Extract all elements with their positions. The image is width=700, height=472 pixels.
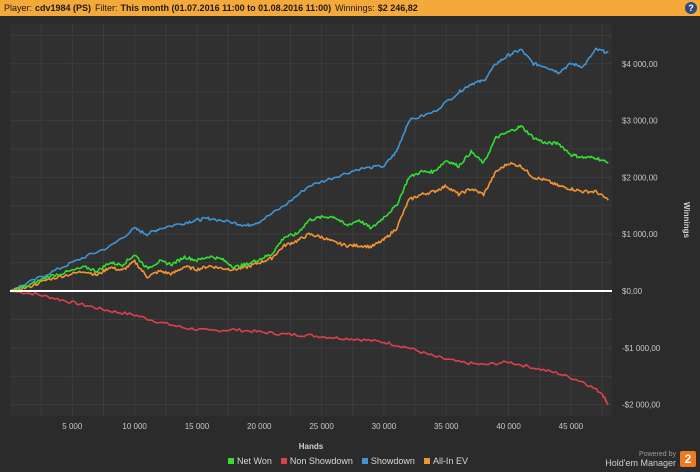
y-tick-label: $3 000,00 [622,117,658,126]
series-line-all-in-ev[interactable] [9,161,609,292]
x-tick-label: 40 000 [496,422,521,431]
legend-swatch-showdown [361,458,368,464]
winnings-chart: 5 000 10 000 15 000 20 000 25 000 30 000 35 00… [9,24,691,451]
hm2-logo-icon: 2 [680,451,696,467]
y-axis-label: Winnings [682,202,691,238]
legend-item-net-won[interactable]: Net Won [228,456,272,466]
y-tick-label: $1 000,00 [622,230,658,239]
x-axis-label: Hands [299,442,324,451]
x-tick-label: 20 000 [247,422,272,431]
legend-swatch-net-won [228,458,234,464]
legend: Net Won Non Showdown Showdown All-In EV [228,456,477,466]
y-tick-label: $2 000,00 [622,173,658,182]
series-lines [9,47,609,406]
winnings-label: Winnings: [335,3,375,13]
product-name: Hold'em Manager [605,458,676,468]
y-tick-label: $0,00 [622,287,643,296]
legend-item-all-in-ev[interactable]: All-In EV [423,456,468,466]
legend-swatch-non-showdown [280,458,287,464]
x-tick-label: 25 000 [309,422,334,431]
y-tick-label: -$2 000,00 [622,401,661,410]
player-value[interactable]: cdv1984 (PS) [35,3,92,13]
help-icon[interactable]: ? [685,2,697,14]
legend-label-showdown: Showdown [370,456,415,466]
legend-label-all-in-ev: All-In EV [432,456,468,466]
tick-labels: 5 000 10 000 15 000 20 000 25 000 30 000 35 00… [62,60,661,431]
series-line-non-showdown[interactable] [9,290,609,406]
legend-item-showdown[interactable]: Showdown [361,456,415,466]
x-tick-label: 35 000 [434,422,459,431]
y-tick-label: $4 000,00 [622,60,658,69]
series-line-net-won[interactable] [9,125,609,292]
player-label: Player: [4,3,33,13]
y-tick-label: -$1 000,00 [622,344,661,353]
x-tick-label: 10 000 [122,422,147,431]
filter-value[interactable]: This month (01.07.2016 11:00 to 01.08.20… [120,3,332,13]
grid [10,24,612,416]
filter-bar: Player: cdv1984 (PS) Filter: This month … [0,0,700,16]
filter-label: Filter: [95,3,118,13]
legend-swatch-all-in-ev [423,458,430,464]
winnings-value: $2 246,82 [377,3,418,13]
legend-label-non-showdown: Non Showdown [289,456,353,466]
legend-item-non-showdown[interactable]: Non Showdown [280,456,353,466]
x-tick-label: 15 000 [185,422,210,431]
powered-by-text: Powered by [639,451,676,458]
x-tick-label: 30 000 [372,422,397,431]
x-tick-label: 5 000 [62,422,83,431]
branding: Powered by Hold'em Manager 2 [605,450,696,468]
series-line-showdown[interactable] [9,47,609,292]
x-tick-label: 45 000 [559,422,584,431]
legend-label-net-won: Net Won [237,456,272,466]
branding-text: Powered by Hold'em Manager [605,450,676,468]
